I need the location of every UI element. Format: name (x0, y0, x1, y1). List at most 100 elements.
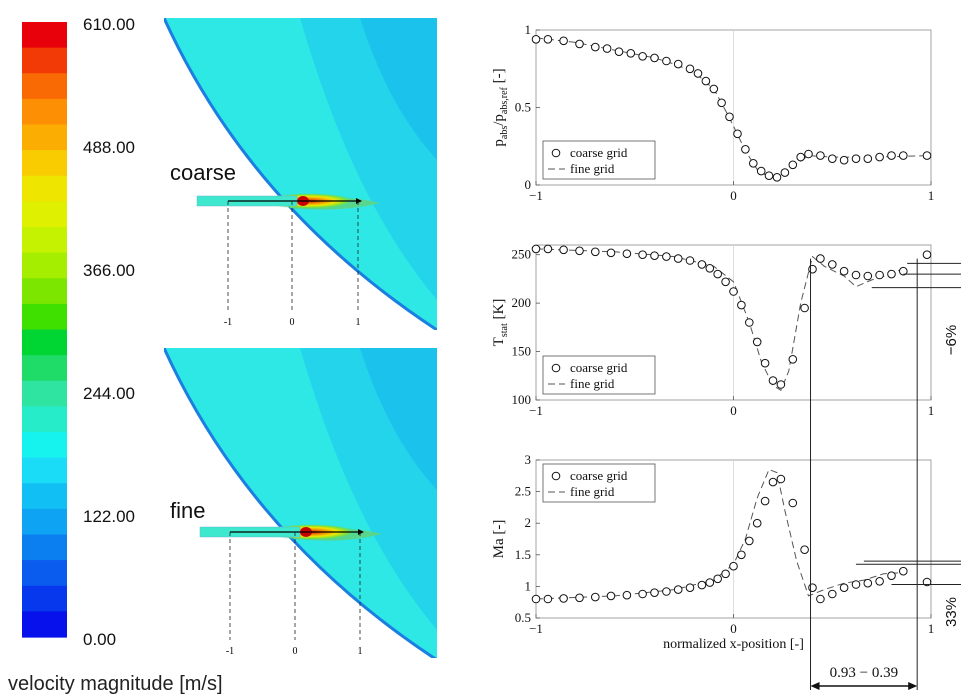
data-point-coarse-grid (764, 171, 774, 180)
colorbar-tick-label: 0.00 (83, 630, 116, 649)
data-point-coarse-grid (851, 154, 861, 163)
data-point-coarse-grid (760, 358, 770, 368)
data-point-coarse-grid (839, 266, 849, 276)
data-point-coarse-grid (737, 550, 746, 560)
data-point-coarse-grid (729, 287, 738, 296)
data-point-coarse-grid (863, 271, 873, 281)
y-axis-label: Tstat [K] (491, 299, 510, 347)
y-tick-label: 2.5 (515, 484, 531, 499)
colorbar-segment (22, 47, 67, 74)
colorbar-tick-label: 122.00 (83, 507, 135, 526)
annotation-temp-diff: −6% (943, 325, 960, 355)
data-point-coarse-grid (713, 269, 723, 279)
data-point-coarse-grid (543, 244, 553, 254)
contour-tick-coarse-0: 0 (290, 317, 295, 328)
y-tick-label: 0.5 (515, 100, 531, 115)
colorbar-segment (22, 227, 67, 254)
data-point-coarse-grid (800, 303, 809, 313)
contour-tick-coarse-1: 1 (356, 317, 361, 328)
x-tick-label: 0 (730, 403, 737, 418)
data-point-coarse-grid (828, 260, 837, 269)
data-point-coarse-grid (650, 53, 659, 63)
annotation-overlay: −6% 33% 0.93 − 0.39 (810, 258, 961, 690)
data-point-coarse-grid (760, 496, 770, 506)
data-point-coarse-grid (559, 594, 568, 603)
colorbar-segment (22, 278, 67, 305)
data-point-coarse-grid (788, 498, 798, 508)
data-point-coarse-grid (602, 44, 612, 53)
data-point-coarse-grid (662, 587, 671, 596)
legend-box (542, 463, 656, 503)
colorbar-tick-label: 366.00 (83, 261, 135, 280)
data-point-coarse-grid (851, 270, 861, 280)
data-point-coarse-grid (575, 39, 584, 49)
x-tick-label: 1 (928, 403, 935, 418)
data-point-coarse-grid (531, 244, 541, 254)
data-point-coarse-grid (697, 580, 707, 590)
contour-panel-fine (164, 348, 437, 658)
colorbar-tick-label: 488.00 (83, 138, 135, 157)
data-point-coarse-grid (650, 588, 659, 598)
y-tick-label: 200 (512, 295, 532, 310)
data-point-coarse-grid (721, 569, 730, 579)
y-tick-label: 250 (512, 247, 532, 262)
data-point-coarse-grid (808, 583, 817, 593)
data-point-coarse-grid (737, 300, 746, 310)
y-tick-label: 100 (512, 392, 532, 407)
colorbar-tick-label: 610.00 (83, 15, 135, 34)
y-tick-label: 1 (525, 22, 532, 37)
x-tick-label: 1 (928, 188, 935, 203)
data-point-coarse-grid (749, 159, 758, 168)
legend-label: coarse grid (570, 145, 628, 160)
data-point-coarse-grid (752, 337, 762, 347)
data-point-coarse-grid (531, 35, 541, 44)
data-point-coarse-grid (622, 249, 632, 258)
data-point-coarse-grid (899, 151, 908, 160)
y-tick-label: 150 (512, 344, 532, 359)
data-point-coarse-grid (614, 47, 624, 57)
y-tick-label: 0.5 (515, 610, 531, 625)
data-point-coarse-grid (776, 380, 786, 389)
legend-marker-circle (551, 471, 561, 481)
x-tick-label: −1 (529, 188, 543, 203)
data-point-coarse-grid (673, 585, 683, 594)
data-point-coarse-grid (863, 578, 873, 588)
colorbar-segment (22, 252, 67, 279)
data-point-coarse-grid (673, 59, 683, 69)
data-point-coarse-grid (531, 594, 541, 604)
colorbar-segment (22, 380, 67, 407)
annotation-ma-diff: 33% (943, 597, 960, 627)
data-point-coarse-grid (839, 155, 849, 165)
data-point-coarse-grid (887, 151, 896, 160)
legend-marker-circle (551, 363, 561, 373)
data-point-coarse-grid (816, 254, 825, 263)
x-axis-label: normalized x-position [-] (663, 637, 804, 652)
y-tick-label: 1.5 (515, 547, 531, 562)
colorbar-segment (22, 175, 67, 202)
colorbar-tick-label: 244.00 (83, 384, 135, 403)
colorbar-title: velocity magnitude [m/s] (8, 673, 223, 695)
data-point-coarse-grid (752, 518, 762, 528)
data-point-coarse-grid (756, 166, 766, 176)
colorbar-segment (22, 22, 67, 49)
data-point-coarse-grid (875, 152, 884, 162)
colorbar-segment (22, 124, 67, 151)
y-tick-label: 0 (525, 177, 532, 192)
data-point-coarse-grid (638, 589, 647, 599)
data-point-coarse-grid (887, 269, 896, 279)
contour-axis-fine (229, 532, 361, 640)
colorbar-segment (22, 483, 67, 510)
colorbar-segment (22, 457, 67, 484)
x-tick-label: −1 (529, 621, 543, 636)
legend-label: fine grid (570, 484, 615, 499)
data-point-coarse-grid (685, 256, 695, 265)
x-tick-label: 1 (928, 621, 935, 636)
data-point-coarse-grid (717, 98, 726, 108)
data-point-coarse-grid (559, 36, 568, 46)
data-point-coarse-grid (575, 593, 584, 603)
y-tick-label: 1 (525, 578, 532, 593)
data-point-coarse-grid (606, 591, 616, 601)
